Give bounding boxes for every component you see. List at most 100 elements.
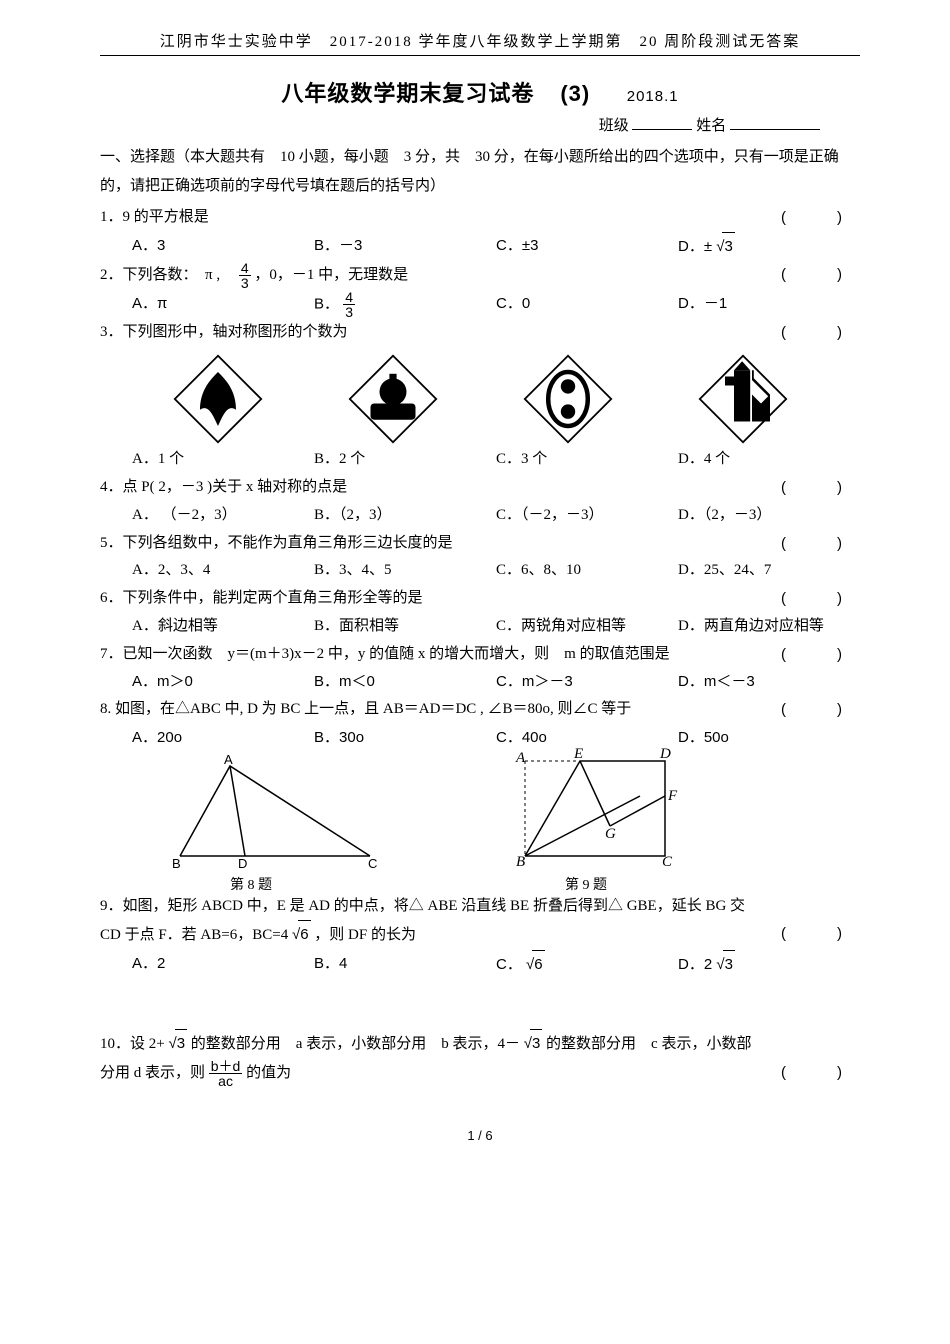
q4-C: C．（－2，－3） xyxy=(496,502,678,530)
class-blank[interactable] xyxy=(632,114,692,130)
q4: 4．点 P( 2，－3 )关于 x 轴对称的点是 ( ) xyxy=(100,474,860,502)
q2-paren: ( ) xyxy=(781,261,860,289)
q4-stem: 4．点 P( 2，－3 )关于 x 轴对称的点是 xyxy=(100,479,347,495)
shape-1 xyxy=(173,354,263,444)
name-fields: 班级 姓名 xyxy=(100,114,820,135)
q2-B-n: 4 xyxy=(343,290,355,305)
q4-paren: ( ) xyxy=(781,474,860,502)
fig8-D: D xyxy=(238,856,247,871)
q6-D: D．两直角边对应相等 xyxy=(678,613,860,641)
q2-options: A．π B． 43 C．0 D．－1 xyxy=(100,290,860,319)
q9-C-pre: C． xyxy=(496,956,522,973)
q7-A: A．m＞0 xyxy=(132,668,314,696)
q9-l2-post: ，则 DF 的长为 xyxy=(314,927,416,943)
q9-stem-post: ABE 沿直线 BE 折叠后得到△ GBE，延长 BG 交 xyxy=(428,898,746,914)
q10-paren: ( ) xyxy=(781,1059,860,1087)
q3-options: A．1 个 B．2 个 C．3 个 D．4 个 xyxy=(100,446,860,474)
q5-B: B．3、4、5 xyxy=(314,557,496,585)
q3: 3．下列图形中，轴对称图形的个数为 ( ) xyxy=(100,319,860,347)
q6: 6．下列条件中，能判定两个直角三角形全等的是 ( ) xyxy=(100,585,860,613)
q8-B: B．30o xyxy=(314,724,496,752)
q9-D-pre: D．2 xyxy=(678,956,712,973)
q9-stem-pre: 9．如图，矩形 xyxy=(100,898,201,914)
q8-options: A．20o B．30o C．40o D．50o xyxy=(100,724,860,752)
q5-A: A．2、3、4 xyxy=(132,557,314,585)
q10-l1-rad: 3 xyxy=(175,1029,187,1058)
q3-stem: 3．下列图形中，轴对称图形的个数为 xyxy=(100,324,348,340)
fig9-A: A xyxy=(516,750,525,767)
q7-C: C．m＞－3 xyxy=(496,668,678,696)
q6-B: B．面积相等 xyxy=(314,613,496,641)
q6-A: A．斜边相等 xyxy=(132,613,314,641)
q3-A: A．1 个 xyxy=(132,446,314,474)
q9-A: A．2 xyxy=(132,950,314,979)
q8-paren: ( ) xyxy=(781,696,860,724)
q10-l1-pre: 10．设 2+ xyxy=(100,1036,165,1052)
fig9-E: E xyxy=(574,746,583,763)
q6-options: A．斜边相等 B．面积相等 C．两锐角对应相等 D．两直角边对应相等 xyxy=(100,613,860,641)
fig9-label: 第 9 题 xyxy=(565,874,607,894)
q2: 2．下列各数： π , 43 ，0，－1 中，无理数是 ( ) xyxy=(100,261,860,290)
fig9-G: G xyxy=(605,826,616,843)
q7-stem: 7．已知一次函数 y＝(m＋3)x－2 中，y 的值随 x 的增大而增大，则 m… xyxy=(100,646,670,662)
name-blank[interactable] xyxy=(730,114,820,130)
q2-D: D．－1 xyxy=(678,290,860,319)
title-num: (3) xyxy=(560,81,590,106)
fig9-C: C xyxy=(662,854,672,871)
doc-header: 江阴市华士实验中学 2017-2018 学年度八年级数学上学期第 20 周阶段测… xyxy=(100,30,860,56)
q9-options: A．2 B．4 C． √6 D．2 √3 xyxy=(100,950,860,979)
shape-2 xyxy=(348,354,438,444)
q9: 9．如图，矩形 ABCD 中，E 是 AD 的中点，将△ ABE 沿直线 BE … xyxy=(100,893,860,921)
q7-paren: ( ) xyxy=(781,641,860,669)
fig8-C: C xyxy=(368,856,377,871)
page-footer: 1 / 6 xyxy=(100,1128,860,1143)
q8-A: A．20o xyxy=(132,724,314,752)
q1-A: A．3 xyxy=(132,232,314,261)
q7-D: D．m＜－3 xyxy=(678,668,860,696)
q10: 10．设 2+ √3 的整数部分用 a 表示，小数部分用 b 表示，4－ √3 … xyxy=(100,1029,860,1059)
q8-stem: 8. 如图，在△ABC 中, D 为 BC 上一点，且 AB＝AD＝DC , ∠… xyxy=(100,701,631,717)
q6-paren: ( ) xyxy=(781,585,860,613)
q1-D-rad: 3 xyxy=(722,232,734,261)
q2-stem-pre: 2．下列各数： π , xyxy=(100,266,235,282)
fig9-D: D xyxy=(660,746,671,763)
shape-3 xyxy=(523,354,613,444)
q3-shapes xyxy=(100,354,860,444)
q8-C: C．40o xyxy=(496,724,678,752)
q10-l1-mid: 的整数部分用 a 表示，小数部分用 b 表示，4－ xyxy=(191,1036,520,1052)
q2-B-d: 3 xyxy=(343,305,355,319)
q5-paren: ( ) xyxy=(781,530,860,558)
q1-paren: ( ) xyxy=(781,204,860,232)
q5-options: A．2、3、4 B．3、4、5 C．6、8、10 D．25、24、7 xyxy=(100,557,860,585)
q10-frac-n: b＋d xyxy=(209,1059,243,1074)
section-1-head: 一、选择题（本大题共有 10 小题，每小题 3 分，共 30 分，在每小题所给出… xyxy=(100,143,860,200)
fig8-label: 第 8 题 xyxy=(230,874,272,894)
q10-l1-rad2: 3 xyxy=(530,1029,542,1058)
q1: 1．9 的平方根是 ( ) xyxy=(100,204,860,232)
fig9-wrap: A E D F G B C 第 9 题 xyxy=(510,756,690,871)
figures-row: A B D C 第 8 题 A E D F G B C 第 9 题 xyxy=(160,756,860,871)
q4-options: A． （－2，3） B．（2，3） C．（－2，－3） D．（2，－3） xyxy=(100,502,860,530)
q3-D: D．4 个 xyxy=(678,446,860,474)
fig9-svg xyxy=(510,756,690,866)
q10-line2: 分用 d 表示，则 b＋dac 的值为 ( ) xyxy=(100,1059,860,1088)
fig8-B: B xyxy=(172,856,181,871)
q2-frac-n: 4 xyxy=(239,261,251,276)
q1-D: D．± √3 xyxy=(678,232,860,261)
q1-C: C．±3 xyxy=(496,232,678,261)
fig9-F: F xyxy=(668,788,677,805)
q9-D-rad: 3 xyxy=(723,950,735,979)
q4-B: B．（2，3） xyxy=(314,502,496,530)
q4-A: A． （－2，3） xyxy=(132,502,314,530)
q7-options: A．m＞0 B．m＜0 C．m＞－3 D．m＜－3 xyxy=(100,668,860,696)
q9-D: D．2 √3 xyxy=(678,950,860,979)
q3-B: B．2 个 xyxy=(314,446,496,474)
q9-paren: ( ) xyxy=(781,920,860,948)
q2-stem-post: ，0，－1 中，无理数是 xyxy=(254,266,408,282)
q6-C: C．两锐角对应相等 xyxy=(496,613,678,641)
fig8-wrap: A B D C 第 8 题 xyxy=(160,756,390,871)
q9-l2-rad: 6 xyxy=(298,920,310,949)
class-label: 班级 xyxy=(599,118,629,134)
q5-C: C．6、8、10 xyxy=(496,557,678,585)
q2-A: A．π xyxy=(132,290,314,319)
